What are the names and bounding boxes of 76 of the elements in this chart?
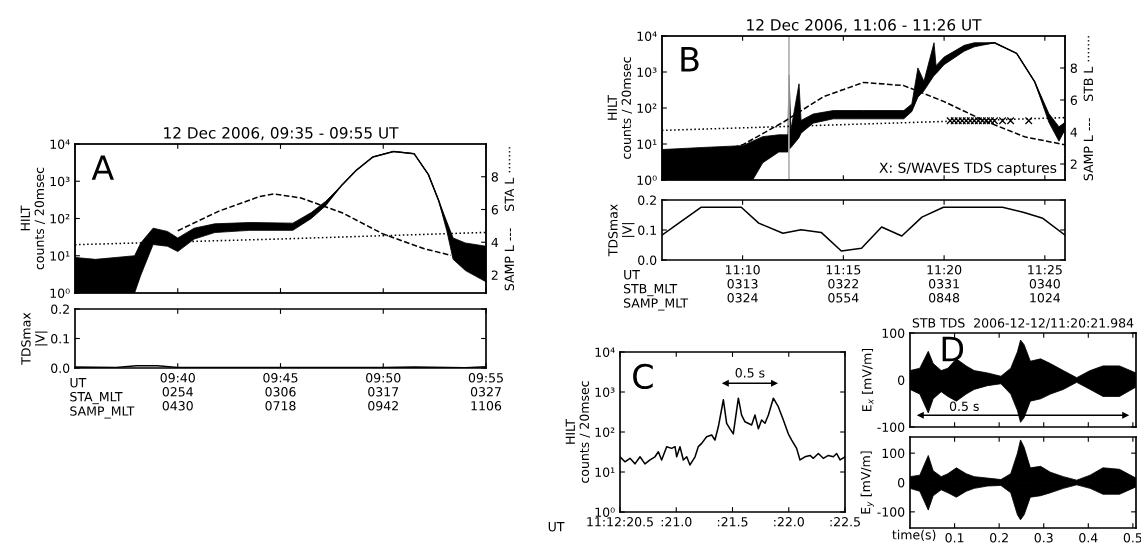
x-tick-label: 09:45 0306 0718 (263, 373, 298, 411)
x-tick-label: 09:40 0254 0430 (160, 373, 195, 411)
y-axis-title: TDSmax |V| (608, 204, 635, 257)
y-tick-label: 10⁴ (50, 139, 70, 149)
y2-tick-label: 8 (491, 172, 498, 182)
text: UT STA_MLT SAMP_MLT (70, 378, 135, 419)
y2-axis-title: SAMP L --- STB L ······· (1083, 36, 1094, 181)
chart-title: 12 Dec 2006, 09:35 - 09:55 UT (164, 127, 399, 141)
x-tick-label: 11:20 0331 0848 (927, 265, 962, 303)
y-tick-label: -100 (877, 422, 905, 432)
x-tick-label: 0.4 (1079, 533, 1098, 543)
text: UT STB_MLT SAMP_MLT (623, 270, 689, 311)
y-axis-title: HILT counts / 20msec (20, 167, 45, 270)
y-tick-label: 10² (637, 103, 657, 113)
y-tick-label: 10³ (50, 176, 70, 187)
x-tick-label: 09:55 0327 1106 (468, 373, 503, 411)
y-tick-label: 0 (898, 477, 905, 488)
y2-axis-title: SAMP L --- STA L ······· (504, 147, 515, 291)
y2-tick-label: 4 (1070, 127, 1078, 137)
x-tick-label: 0.3 (1034, 533, 1053, 543)
annotation: 0.5 s (949, 401, 979, 411)
y-tick-label: 10⁰ (595, 507, 615, 517)
x-axis-title: time(s) (892, 529, 936, 541)
chart-title: STB TDS 2006-12-12/11:20:21.984 (912, 318, 1134, 329)
x-tick-label: 0.2 (990, 533, 1008, 543)
y-tick-label: 100 (882, 448, 905, 459)
y2-tick-label: 8 (1070, 63, 1077, 73)
y-tick-label: -100 (877, 507, 905, 517)
y-tick-label: 10³ (595, 387, 615, 397)
y-tick-label: 10¹ (50, 251, 70, 261)
y-tick-label: 0.0 (638, 255, 657, 265)
y-axis-title: HILT counts / 20msec (565, 381, 590, 483)
y-axis-title: E$_{y}$ [mV/m] (860, 451, 874, 514)
y-tick-label: 0.0 (51, 363, 70, 373)
y-tick-label: 10¹ (637, 139, 657, 149)
y-tick-label: 10⁴ (637, 31, 657, 41)
y-tick-label: 10¹ (595, 467, 615, 477)
x-tick-label: :22.0 (774, 517, 804, 527)
x-tick-label: 09:50 0317 0942 (366, 373, 401, 411)
y2-tick-label: 2 (491, 270, 498, 280)
y-tick-label: 0 (898, 375, 905, 385)
y-axis-title: HILT counts / 20msec (607, 57, 632, 159)
annotation: D (942, 336, 964, 362)
y-tick-label: 0.2 (638, 195, 656, 205)
y-tick-label: 10⁴ (595, 347, 615, 357)
x-tick-label: :22.5 (830, 517, 860, 527)
x-tick-label: 0.5 (1123, 533, 1141, 543)
x-tick-label: 11:12:20.5 (587, 517, 653, 527)
y-tick-label: 100 (882, 328, 905, 338)
y-tick-label: 0.1 (51, 333, 69, 344)
y2-tick-label: 6 (491, 204, 499, 215)
y-tick-label: 10⁰ (50, 288, 70, 298)
annotation: 0.5 s (735, 368, 765, 378)
y-tick-label: 10² (50, 213, 70, 224)
y-tick-label: 10³ (637, 67, 657, 77)
y2-tick-label: 6 (1070, 95, 1078, 105)
y-tick-label: 10² (595, 427, 615, 437)
y-tick-label: 0.1 (638, 225, 656, 235)
text: UT (548, 522, 565, 532)
y2-tick-label: 2 (1070, 159, 1077, 169)
y-tick-label: 0.2 (51, 304, 69, 314)
annotation: A (91, 155, 114, 180)
annotation: C (633, 363, 653, 389)
x-tick-label: :21.5 (717, 517, 748, 527)
x-tick-label: :21.0 (661, 517, 692, 527)
annotation: B (681, 47, 699, 72)
x-tick-label: 11:25 0340 1024 (1028, 265, 1062, 303)
x-tick-label: 11:10 0313 0324 (725, 265, 760, 303)
y-axis-title: TDSmax |V| (21, 312, 48, 365)
y-axis-title: E$_{x}$ [mV/m] (861, 348, 874, 412)
chart-title: 12 Dec 2006, 11:06 - 11:26 UT (747, 19, 982, 33)
y2-tick-label: 4 (491, 237, 499, 247)
y-tick-label: 10⁰ (637, 175, 657, 185)
x-tick-label: 11:15 0322 0554 (826, 265, 861, 303)
annotation: X: S/WAVES TDS captures (879, 162, 1057, 176)
x-tick-label: 0.1 (945, 533, 964, 543)
